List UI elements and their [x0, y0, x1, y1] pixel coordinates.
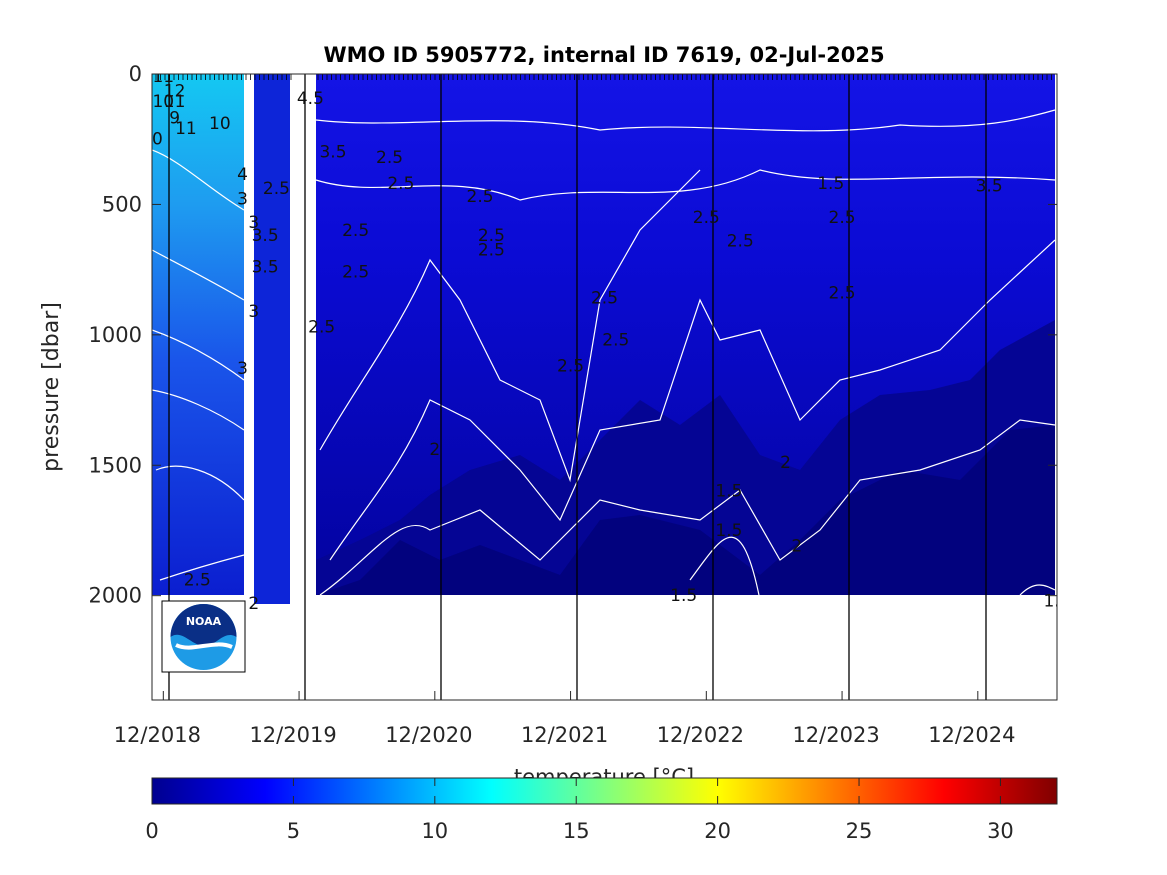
contour-label: 2.5	[342, 221, 369, 241]
contour-label: 2.5	[829, 208, 856, 228]
colorbar	[151, 777, 1058, 805]
x-tick-label: 12/2020	[385, 723, 472, 747]
colorbar-tick-label: 20	[704, 819, 731, 843]
colorbar-tick-label: 15	[563, 819, 590, 843]
axes-box	[151, 73, 1058, 701]
contour-line	[315, 109, 1056, 132]
contour-line	[329, 239, 1056, 561]
contour-label: 1.5	[715, 521, 742, 541]
contour-label: 2.5	[829, 283, 856, 303]
x-tick-label: 12/2021	[521, 723, 608, 747]
contour-label: 2.5	[263, 179, 290, 199]
contour-label: 2	[248, 594, 259, 614]
contour-label: 3.5	[252, 226, 279, 246]
contour-line	[152, 389, 245, 431]
data-gap-2	[244, 74, 254, 604]
contour-label: 3	[248, 302, 259, 322]
contour-label: 2.5	[387, 174, 414, 194]
data-field-early-2	[248, 74, 290, 604]
contour-line	[689, 536, 761, 601]
contour-line	[152, 249, 245, 301]
colorbar-tick-label: 30	[987, 819, 1014, 843]
contour-label: 2.5	[478, 226, 505, 246]
noaa-logo-text: NOAA	[186, 615, 222, 628]
contour-line	[319, 169, 701, 483]
contour-label: 10	[141, 130, 163, 150]
contour-label: 2.5	[342, 263, 369, 283]
data-field-early	[152, 74, 248, 595]
contour-line	[152, 329, 245, 381]
contour-label: 12	[164, 81, 186, 101]
y-axis-label: pressure [dbar]	[39, 302, 64, 472]
contour-label: 2.5	[308, 317, 335, 337]
contour-label: 2	[780, 453, 791, 473]
contour-label: 2.5	[591, 289, 618, 309]
data-gap	[290, 74, 316, 600]
colorbar-tick-label: 25	[846, 819, 873, 843]
contour-label: 2	[791, 537, 802, 557]
contour-line	[152, 149, 245, 211]
colorbar-tick-label: 0	[145, 819, 158, 843]
contour-label: 4	[237, 165, 248, 185]
contour-label: 3	[237, 359, 248, 379]
contour-label: 2	[429, 440, 440, 460]
y-tick-label: 1000	[89, 323, 142, 347]
contour-label: 2.5	[727, 231, 754, 251]
x-tick-label: 12/2024	[928, 723, 1015, 747]
contour-label: 1.5	[715, 482, 742, 502]
contour-label: 4.5	[297, 89, 324, 109]
x-tick-label: 12/2018	[114, 723, 201, 747]
contour-label: 1.5	[817, 174, 844, 194]
contour-label: 2.5	[376, 148, 403, 168]
contour-label: 2.5	[184, 570, 211, 590]
contour-label: 3	[248, 213, 259, 233]
y-tick-label: 2000	[89, 584, 142, 608]
contour-label: 2.5	[693, 208, 720, 228]
contour-line	[155, 465, 245, 501]
x-tick-label: 12/2023	[792, 723, 879, 747]
contour-label: 1.5	[1043, 591, 1070, 611]
contour-label: 11	[152, 67, 174, 87]
contour-label: 2.5	[467, 187, 494, 207]
contour-label: 9	[169, 109, 180, 129]
contour-label: 3.5	[252, 257, 279, 277]
contour-line	[315, 169, 1056, 201]
temperature-section: 111210119111010432.533.53.5332.522.54.53…	[141, 67, 1070, 700]
contour-label: 3.5	[976, 177, 1003, 197]
colder-layer	[316, 425, 1055, 595]
contour-line	[1019, 584, 1056, 596]
noaa-logo: NOAA	[161, 600, 246, 673]
chart-title: WMO ID 5905772, internal ID 7619, 02-Jul…	[323, 43, 884, 67]
contour-label: 11	[175, 119, 197, 139]
y-tick-label: 500	[102, 192, 142, 216]
colorbar-tick-label: 5	[287, 819, 300, 843]
contour-label: 2.5	[602, 330, 629, 350]
y-tick-label: 0	[129, 62, 142, 86]
contour-line	[319, 419, 1056, 596]
contour-label: 2.5	[557, 357, 584, 377]
contour-label: 10	[152, 92, 174, 112]
contour-label: 3.5	[319, 143, 346, 163]
contour-label: 3	[237, 190, 248, 210]
colorbar-tick-label: 10	[421, 819, 448, 843]
x-tick-label: 12/2019	[249, 723, 336, 747]
contour-label: 11	[164, 92, 186, 112]
contour-label: 2.5	[478, 240, 505, 260]
contour-label: 1.5	[670, 586, 697, 606]
x-tick-label: 12/2022	[657, 723, 744, 747]
y-tick-label: 1500	[89, 453, 142, 477]
contour-label: 10	[209, 114, 231, 134]
